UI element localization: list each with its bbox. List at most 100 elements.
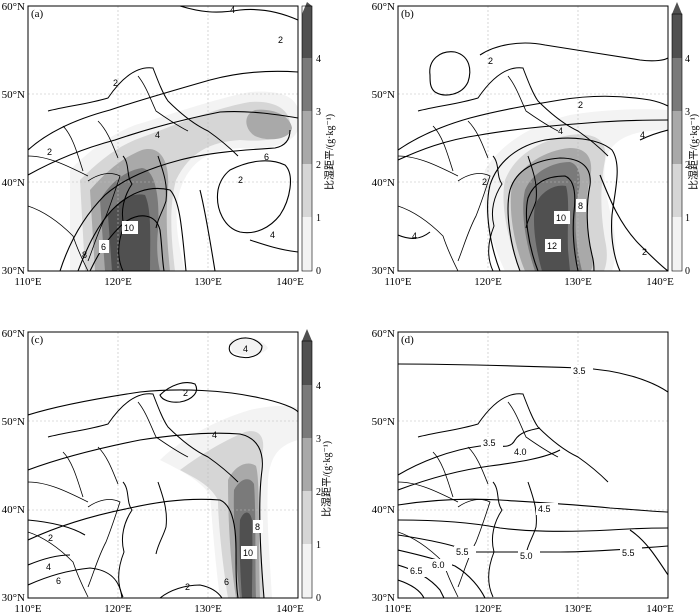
contour-label: 8 [255,522,260,532]
colorbar-step [302,385,312,438]
lat-label: 60°N [372,328,395,340]
colorbar-tick: 0 [316,266,321,277]
contour-label: 4 [243,344,248,354]
colorbar-step [302,329,312,385]
colorbar-tick: 0 [316,593,321,604]
contour-label: 4 [230,5,235,15]
colorbar-step [672,58,682,111]
colorbar-a: 0 1 2 3 4 比湿距平/(g·kg⁻¹) [301,2,336,277]
lat-label: 50°N [372,416,395,428]
contour-label: 3.5 [483,438,496,448]
contour-label-box [99,240,109,253]
colorbar-step [672,2,682,58]
contour-label: 2 [185,582,190,592]
colorbar-step [302,491,312,544]
colorbar-step [302,58,312,111]
contour-label: 2 [642,247,647,257]
contour-label: 4.5 [538,504,551,514]
panel-d-frame [397,331,669,599]
lat-label: 40°N [372,177,395,189]
lon-label: 130°E [194,276,222,288]
lat-label: 50°N [2,416,25,428]
contour-label: 4 [558,126,563,136]
colorbar-step [672,217,682,271]
contour-label: 6 [101,242,106,252]
lat-label: 40°N [2,504,25,516]
contour-label: 4 [640,130,645,140]
contour-label-box [408,565,430,577]
contour-label-box [554,211,570,224]
shading-level-4 [533,185,570,271]
panel-b-frame [397,5,669,272]
lon-label: 140°E [646,603,674,615]
gridlines [28,332,298,598]
colorbar-b: 0 1 2 3 4 比湿距平/(g·kg⁻¹) [671,2,700,277]
panel-c-label: (c) [31,334,44,346]
colorbar-title: 比湿距平/(g·kg⁻¹) [324,114,336,190]
contour-label: 10 [124,223,134,233]
contour-label-box [518,550,540,562]
lon-label: 110°E [14,276,41,288]
lon-label: 110°E [384,603,411,615]
contour-label-box [481,437,503,449]
colorbar-step [672,164,682,217]
lon-label: 120°E [104,276,132,288]
lat-label: 50°N [372,89,395,101]
contour-label-box [122,221,138,234]
lat-label: 60°N [2,328,25,340]
colorbar-tick: 3 [316,434,321,445]
contour-lines [28,6,298,271]
colorbar-title: 比湿距平/(g·kg⁻¹) [321,441,333,517]
lon-label: 130°E [564,276,592,288]
lon-label: 140°E [276,276,304,288]
colorbar-tick: 3 [316,107,321,118]
contour-label: 12 [547,241,557,251]
contour-label: 6.0 [432,560,445,570]
contour-label: 2 [578,100,583,110]
lon-label: 120°E [104,603,132,615]
contour-label-box [454,546,476,558]
contour-label: 2 [183,388,188,398]
lat-label: 30°N [2,592,25,604]
contour-label: 2 [48,533,53,543]
colorbar-step [302,544,312,598]
contour-label-box [536,503,558,515]
contour-label: 4.0 [514,447,527,457]
colorbar-step [672,111,682,164]
contour-label-box [571,365,593,377]
contour-label-box [253,520,263,533]
contour-label: 8 [578,201,583,211]
lon-label: 120°E [474,276,502,288]
contour-label: 5.5 [456,547,469,557]
contour-lines [398,42,668,271]
shading-level-2-3-east [246,109,292,140]
contour-label-box [241,546,257,559]
colorbar-tick: 1 [316,213,321,224]
contour-label-box [545,239,561,252]
contour-label: 3.5 [573,366,586,376]
contour-label: 2 [488,56,493,66]
colorbar-tick: 2 [316,487,321,498]
lat-label: 30°N [2,265,25,277]
contour-label-box [430,559,452,571]
panel-a: (a) 4 2 2 2 4 6 2 4 2 10 6 8 [27,5,299,272]
panel-a-frame [27,5,299,272]
panel-d-label: (d) [401,334,414,346]
panel-a-contour-labels: 4 2 2 2 4 6 2 4 2 10 6 8 [47,5,283,260]
colorbar-tick: 1 [316,540,321,551]
contour-label: 4 [412,231,417,241]
panel-b-label: (b) [401,8,414,20]
colorbar-step [302,217,312,271]
colorbar-tick: 2 [685,160,690,171]
lon-label: 110°E [384,276,411,288]
contour-label: 6.5 [410,566,423,576]
colorbar-tick: 3 [685,107,690,118]
panel-a-label: (a) [31,8,44,20]
panel-c-frame [27,331,299,599]
lon-label: 130°E [564,603,592,615]
colorbar-step [302,2,312,58]
panel-d-contour-labels: 3.5 3.5 4.0 4.5 5.0 5.5 5.5 6.0 6.5 [408,365,642,577]
contour-label: 2 [278,35,283,45]
contour-label: 2 [47,147,52,157]
